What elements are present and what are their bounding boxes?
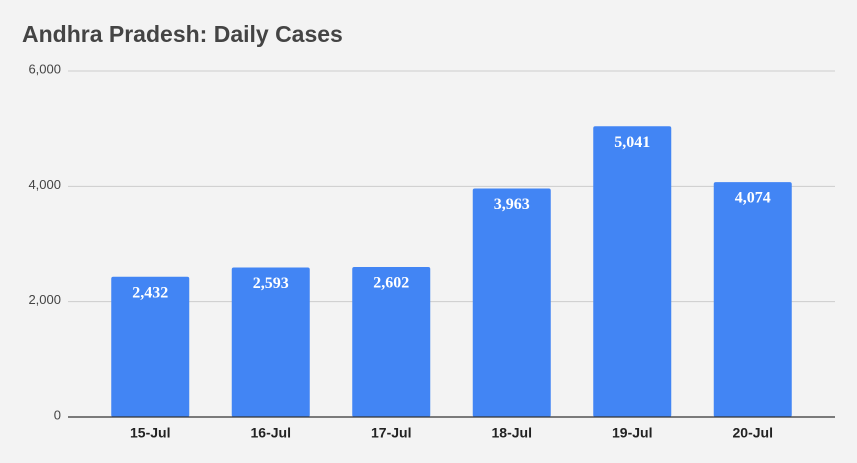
bar xyxy=(231,267,310,417)
value-label: 2,602 xyxy=(373,275,409,292)
x-tick-label: 18-Jul xyxy=(492,425,532,441)
value-label: 2,432 xyxy=(132,284,168,301)
y-tick-label: 4,000 xyxy=(28,177,61,192)
x-tick-label: 17-Jul xyxy=(371,425,411,441)
x-tick-label: 19-Jul xyxy=(612,425,652,441)
chart-title: Andhra Pradesh: Daily Cases xyxy=(22,21,343,47)
value-label: 2,593 xyxy=(253,275,289,292)
bar xyxy=(593,126,672,417)
x-tick-label: 15-Jul xyxy=(130,425,170,441)
bar xyxy=(713,182,792,417)
y-tick-label: 0 xyxy=(54,407,61,422)
y-tick-label: 6,000 xyxy=(28,61,61,76)
x-tick-label: 20-Jul xyxy=(733,425,773,441)
value-label: 3,963 xyxy=(494,196,530,213)
x-tick-label: 16-Jul xyxy=(251,425,291,441)
y-tick-label: 2,000 xyxy=(28,292,61,307)
value-label: 5,041 xyxy=(614,134,650,151)
bar xyxy=(352,266,431,417)
value-label: 4,074 xyxy=(735,190,771,207)
bar xyxy=(472,188,551,417)
bar xyxy=(111,276,190,417)
